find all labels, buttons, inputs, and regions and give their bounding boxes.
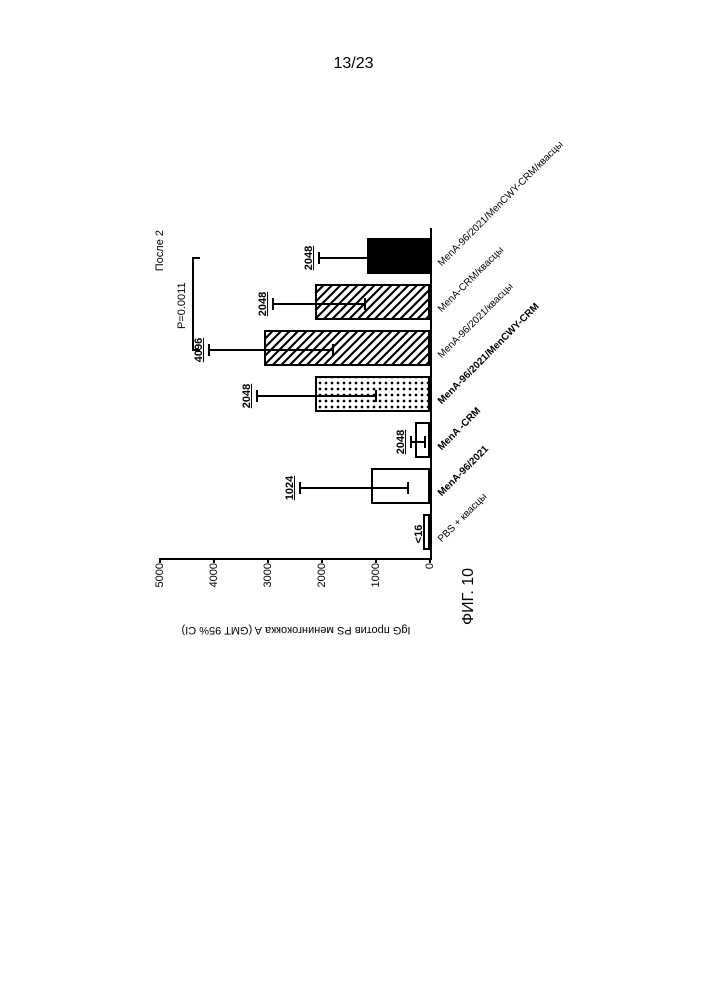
bar-value-label: 2048: [257, 292, 269, 316]
y-tick-mark: [267, 558, 269, 563]
y-axis-label: IgG против PS менингококка A (GMT 95% CI…: [182, 624, 411, 636]
y-tick-label: 4000: [208, 563, 220, 603]
error-bar: [300, 487, 408, 489]
y-tick-label: 0: [424, 563, 436, 603]
p-value-label: P=0.0011: [176, 282, 188, 329]
error-cap: [272, 298, 274, 310]
error-cap: [256, 390, 258, 402]
y-tick-mark: [321, 558, 323, 563]
plot-region: 010002000300040005000<16PBS + квасцы1024…: [160, 228, 432, 560]
bracket-tick: [192, 349, 200, 351]
y-tick-label: 3000: [262, 563, 274, 603]
bar: [315, 284, 430, 320]
error-bar: [411, 441, 425, 443]
bar: [415, 422, 430, 458]
error-cap: [208, 344, 210, 356]
chart-container: IgG против PS менингококка A (GMT 95% CI…: [150, 200, 570, 620]
bar-value-label: 2048: [395, 430, 407, 454]
error-bar: [257, 395, 376, 397]
x-category-label: PBS + квасцы: [436, 491, 489, 544]
error-cap: [397, 252, 399, 264]
error-cap: [410, 436, 412, 448]
error-cap: [407, 482, 409, 494]
bar: [315, 376, 430, 412]
figure-label: ФИГ. 10: [460, 568, 478, 625]
y-tick-mark: [375, 558, 377, 563]
error-cap: [364, 298, 366, 310]
error-bar: [209, 349, 333, 351]
x-category-label: MenA -CRM: [436, 406, 483, 453]
bar-value-label: 2048: [303, 246, 315, 270]
y-tick-mark: [213, 558, 215, 563]
y-tick-label: 2000: [316, 563, 328, 603]
bar: [371, 468, 430, 504]
error-cap: [424, 436, 426, 448]
error-cap: [332, 344, 334, 356]
timepoint-label: После 2: [154, 230, 166, 271]
error-cap: [318, 252, 320, 264]
y-tick-mark: [159, 558, 161, 563]
page-number: 13/23: [333, 55, 373, 73]
x-category-label: MenA-96/2021/MenCWY-CRM: [436, 301, 542, 407]
bar: [264, 330, 430, 366]
error-cap: [299, 482, 301, 494]
error-cap: [375, 390, 377, 402]
y-tick-label: 5000: [154, 563, 166, 603]
error-bar: [273, 303, 365, 305]
significance-bracket: [192, 258, 194, 350]
y-tick-label: 1000: [370, 563, 382, 603]
error-cap: [428, 528, 430, 540]
chart-area: IgG против PS менингококка A (GMT 95% CI…: [150, 220, 550, 620]
bar-value-label: 2048: [241, 384, 253, 408]
bar-value-label: 1024: [284, 476, 296, 500]
bar-value-label: <16: [413, 525, 425, 544]
bracket-tick: [192, 257, 200, 259]
y-tick-mark: [429, 558, 431, 563]
error-bar: [319, 257, 397, 259]
